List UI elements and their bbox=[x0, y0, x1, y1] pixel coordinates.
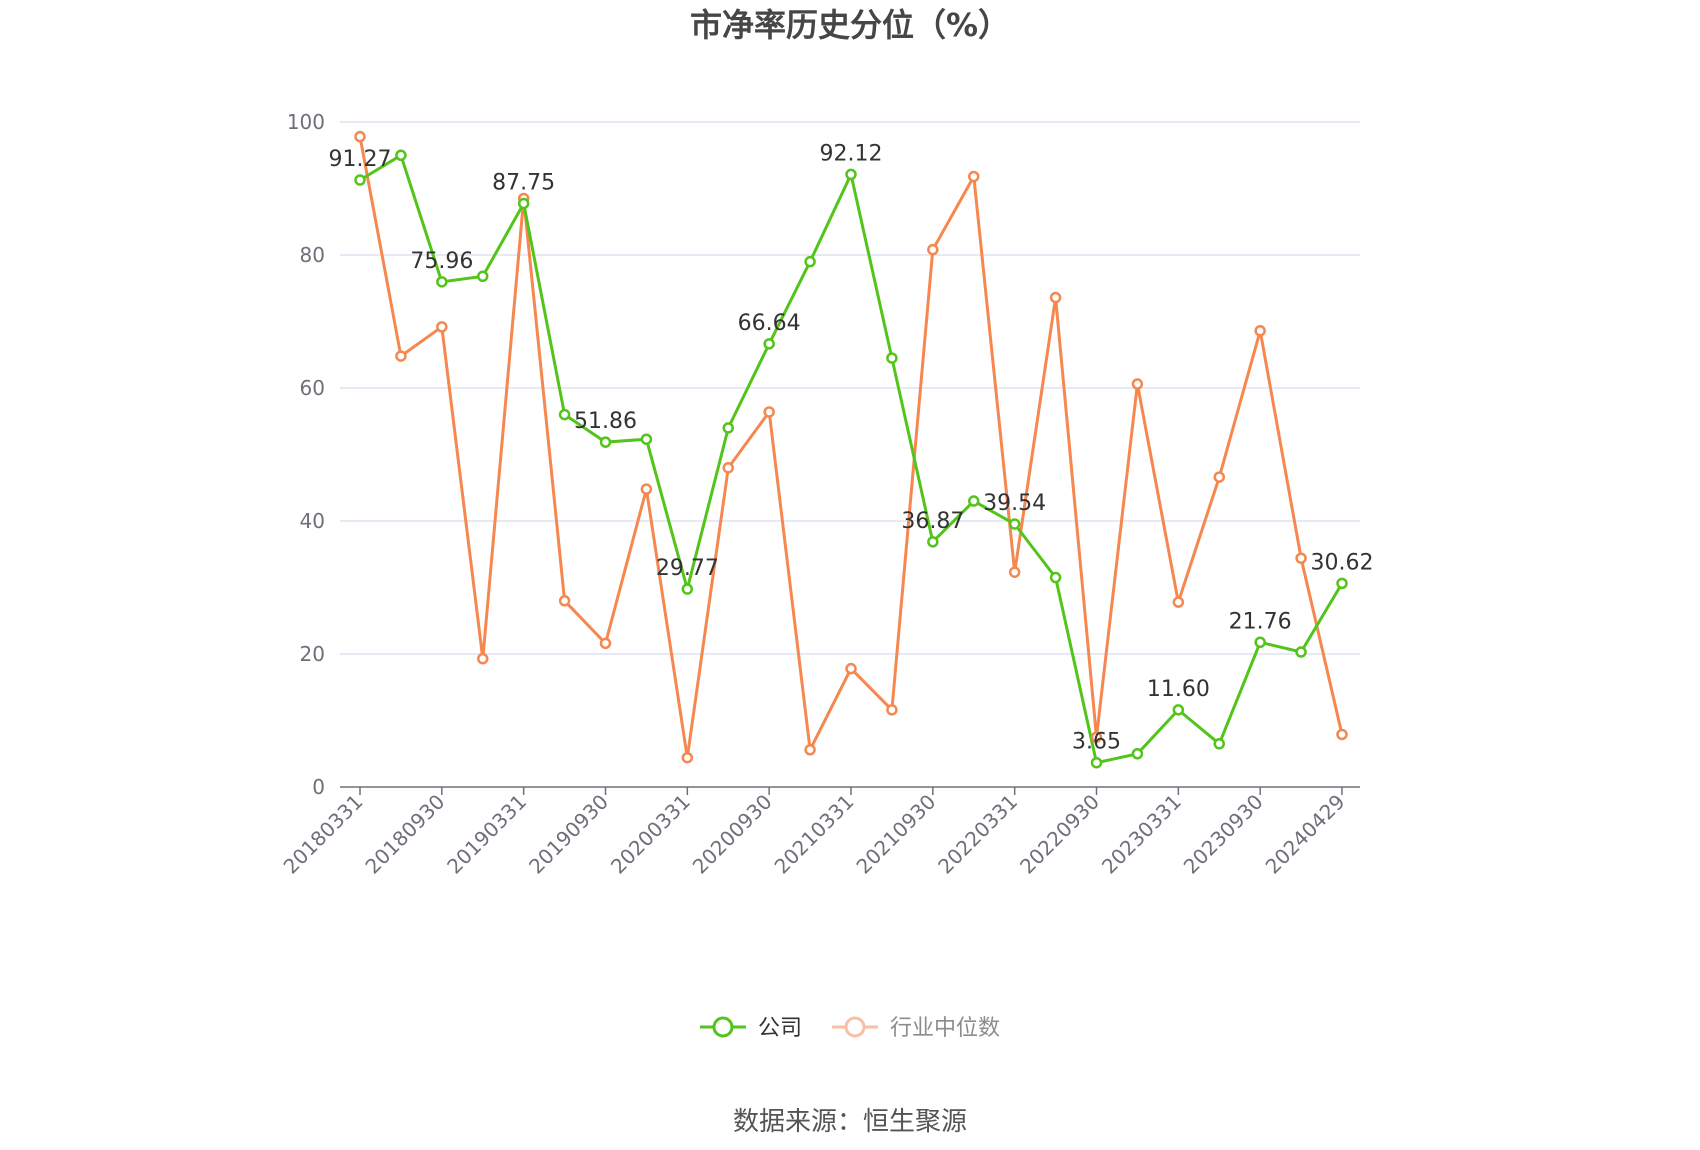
x-tick-label: 20210930 bbox=[851, 790, 940, 879]
data-point[interactable] bbox=[395, 149, 407, 161]
y-tick-label: 40 bbox=[300, 509, 325, 533]
data-point[interactable] bbox=[1336, 577, 1348, 590]
data-point[interactable] bbox=[968, 170, 980, 183]
data-point[interactable] bbox=[804, 744, 816, 756]
data-label: 29.77 bbox=[656, 556, 719, 581]
data-point[interactable] bbox=[886, 704, 898, 716]
legend-marker bbox=[712, 1016, 734, 1038]
legend-label: 行业中位数 bbox=[890, 1016, 1000, 1041]
data-point[interactable] bbox=[1213, 738, 1225, 750]
x-axis: 2018033120180930201903312019093020200331… bbox=[279, 786, 1360, 879]
data-point[interactable] bbox=[599, 436, 612, 448]
y-tick-label: 60 bbox=[300, 376, 325, 400]
data-label: 66.64 bbox=[738, 311, 801, 336]
data-point[interactable] bbox=[1008, 566, 1021, 578]
data-point[interactable] bbox=[477, 652, 489, 665]
x-tick-label: 20190930 bbox=[524, 790, 613, 879]
data-point[interactable] bbox=[1213, 471, 1225, 483]
y-tick-label: 80 bbox=[300, 243, 325, 267]
x-tick-label: 20180331 bbox=[279, 790, 368, 879]
data-point[interactable] bbox=[517, 197, 530, 210]
data-labels: 91.27 75.96 87.75 51.86 29.77 66.64 92.12 36.87… bbox=[329, 141, 1374, 754]
data-point[interactable] bbox=[395, 350, 407, 362]
data-point[interactable] bbox=[722, 422, 734, 434]
y-axis: 0 20 40 60 80 100 bbox=[287, 110, 325, 799]
source-note: 数据来源：恒生聚源 bbox=[733, 1107, 967, 1137]
x-tick-label: 20200331 bbox=[606, 790, 695, 879]
data-label: 11.60 bbox=[1147, 677, 1210, 702]
data-point[interactable] bbox=[845, 662, 857, 675]
x-tick-label: 20200930 bbox=[688, 790, 777, 879]
data-point[interactable] bbox=[1131, 378, 1144, 390]
x-tick-label: 20210331 bbox=[770, 790, 859, 879]
data-point[interactable] bbox=[681, 751, 694, 764]
data-label: 3.65 bbox=[1072, 730, 1121, 755]
data-point[interactable] bbox=[1131, 748, 1144, 760]
data-point[interactable] bbox=[558, 408, 571, 421]
x-tick-label: 20240429 bbox=[1261, 790, 1350, 879]
series-points bbox=[354, 130, 1348, 769]
data-label: 21.76 bbox=[1229, 609, 1292, 634]
legend-item-0[interactable]: 公司 bbox=[700, 1016, 802, 1041]
data-label: 51.86 bbox=[574, 409, 637, 434]
data-label: 92.12 bbox=[820, 141, 883, 166]
data-point[interactable] bbox=[1254, 325, 1266, 337]
data-point[interactable] bbox=[436, 276, 448, 288]
y-tick-label: 0 bbox=[312, 775, 325, 799]
data-point[interactable] bbox=[681, 583, 694, 595]
x-tick-label: 20220930 bbox=[1015, 790, 1104, 879]
chart-title: 市净率历史分位（%） bbox=[690, 6, 1010, 44]
data-point[interactable] bbox=[763, 406, 775, 418]
data-point[interactable] bbox=[1254, 636, 1266, 649]
legend-label: 公司 bbox=[758, 1016, 802, 1041]
data-point[interactable] bbox=[477, 270, 489, 283]
data-point[interactable] bbox=[640, 483, 653, 495]
data-point[interactable] bbox=[1049, 571, 1062, 584]
legend-item-1[interactable]: 行业中位数 bbox=[832, 1016, 1000, 1041]
data-point[interactable] bbox=[599, 637, 612, 650]
data-point[interactable] bbox=[354, 174, 366, 186]
data-point[interactable] bbox=[640, 433, 653, 445]
data-point[interactable] bbox=[1172, 704, 1185, 716]
data-label: 30.62 bbox=[1311, 550, 1374, 575]
data-point[interactable] bbox=[804, 255, 816, 268]
data-point[interactable] bbox=[1090, 756, 1103, 769]
data-point[interactable] bbox=[1295, 552, 1307, 564]
data-label: 91.27 bbox=[329, 147, 392, 172]
data-point[interactable] bbox=[968, 495, 980, 507]
data-point[interactable] bbox=[722, 462, 734, 474]
data-point[interactable] bbox=[1336, 728, 1348, 741]
data-point[interactable] bbox=[1090, 731, 1103, 743]
data-point[interactable] bbox=[927, 243, 939, 256]
data-point[interactable] bbox=[354, 130, 366, 143]
data-point[interactable] bbox=[886, 352, 898, 364]
data-point[interactable] bbox=[845, 168, 857, 181]
data-point[interactable] bbox=[436, 321, 448, 333]
data-label: 39.54 bbox=[983, 491, 1046, 516]
x-tick-label: 20230930 bbox=[1179, 790, 1268, 879]
data-point[interactable] bbox=[1295, 646, 1307, 658]
legend-marker bbox=[844, 1016, 866, 1038]
data-label: 75.96 bbox=[410, 249, 473, 274]
y-tick-label: 20 bbox=[300, 642, 325, 666]
y-tick-label: 100 bbox=[287, 110, 325, 134]
data-point[interactable] bbox=[763, 338, 775, 350]
x-tick-label: 20220331 bbox=[933, 790, 1022, 879]
data-point[interactable] bbox=[927, 536, 939, 548]
data-point[interactable] bbox=[558, 595, 571, 607]
x-tick-label: 20190331 bbox=[442, 790, 531, 879]
x-tick-label: 20230331 bbox=[1097, 790, 1186, 879]
data-label: 87.75 bbox=[492, 170, 555, 195]
data-point[interactable] bbox=[1172, 596, 1185, 608]
grid bbox=[340, 121, 1360, 655]
data-label: 36.87 bbox=[901, 509, 964, 534]
data-point[interactable] bbox=[1049, 291, 1062, 304]
data-point[interactable] bbox=[1008, 518, 1021, 530]
x-tick-label: 20180930 bbox=[360, 790, 449, 879]
legend[interactable]: 公司 行业中位数 bbox=[700, 1016, 1000, 1041]
